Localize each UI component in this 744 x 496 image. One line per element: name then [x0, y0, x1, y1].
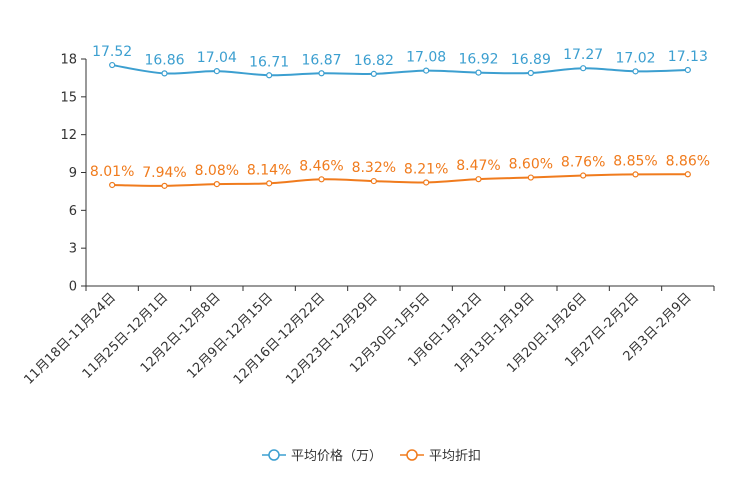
data-point[interactable] [475, 176, 482, 183]
data-label: 8.76% [561, 155, 605, 171]
data-label: 8.08% [195, 163, 239, 179]
y-tick-label: 3 [69, 242, 77, 257]
data-point[interactable] [632, 171, 639, 178]
data-label: 17.02 [615, 50, 655, 66]
data-point[interactable] [527, 69, 534, 77]
data-label: 16.86 [144, 52, 184, 68]
data-point[interactable] [109, 181, 116, 189]
data-point[interactable] [580, 172, 587, 179]
data-label: 16.89 [511, 52, 551, 68]
y-tick-label: 6 [69, 204, 77, 219]
data-label: 16.87 [301, 52, 341, 68]
data-point[interactable] [370, 70, 377, 77]
data-label: 16.82 [354, 53, 394, 69]
data-point[interactable] [266, 72, 273, 79]
data-point[interactable] [318, 70, 325, 77]
x-axis: 11月18日-11月24日11月25日-12月1日12月2日-12月8日12月9… [22, 285, 715, 388]
data-point[interactable] [318, 176, 325, 183]
data-label: 8.32% [352, 160, 396, 176]
legend-label: 平均价格（万） [291, 448, 382, 464]
legend-item-0[interactable]: 平均价格（万） [262, 448, 382, 464]
y-tick-label: 9 [69, 166, 77, 181]
data-label: 8.21% [404, 161, 448, 177]
data-label: 8.46% [299, 158, 343, 174]
series-line [112, 173, 688, 187]
y-tick-label: 18 [60, 53, 77, 68]
data-point[interactable] [684, 171, 691, 178]
series-line [112, 64, 688, 77]
series-0: 17.52 16.86 17.04 16.71 16.87 16.82 17.08 16.92… [92, 44, 708, 79]
legend-label: 平均折扣 [429, 449, 481, 464]
y-axis: 0 3 6 9 12 15 18 [60, 53, 87, 295]
data-label: 17.27 [563, 47, 603, 63]
x-tick-label: 11月18日-11月24日 [22, 290, 119, 387]
data-point[interactable] [527, 174, 534, 181]
data-point[interactable] [213, 68, 220, 75]
data-point[interactable] [632, 68, 639, 75]
data-point[interactable] [423, 67, 430, 74]
data-point[interactable] [109, 61, 116, 69]
data-label: 8.14% [247, 162, 291, 178]
data-label: 8.47% [456, 158, 500, 174]
data-label: 8.86% [666, 153, 710, 169]
legend-item-1[interactable]: 平均折扣 [400, 449, 481, 464]
data-point[interactable] [423, 179, 430, 186]
y-tick-label: 15 [60, 90, 77, 105]
data-label: 8.85% [613, 153, 657, 169]
data-label: 17.13 [668, 49, 708, 65]
data-label: 17.08 [406, 50, 446, 66]
data-label: 7.94% [142, 165, 186, 181]
data-label: 17.04 [197, 50, 237, 66]
data-point[interactable] [370, 177, 377, 185]
data-point[interactable] [475, 69, 482, 76]
y-tick-label: 0 [69, 280, 77, 295]
data-label: 17.52 [92, 44, 132, 60]
data-point[interactable] [580, 65, 587, 72]
data-label: 8.01% [90, 164, 134, 180]
data-point[interactable] [161, 70, 168, 77]
data-point[interactable] [213, 181, 220, 188]
series-layer: 17.52 16.86 17.04 16.71 16.87 16.82 17.08 16.92… [90, 44, 710, 189]
data-point[interactable] [161, 182, 168, 189]
x-tick-label: 12月16日-12月22日 [231, 290, 328, 387]
x-tick-label: 12月23日-12月29日 [283, 290, 380, 387]
data-label: 16.92 [458, 52, 498, 68]
data-label: 16.71 [249, 54, 289, 70]
series-1: 8.01% 7.94% 8.08% 8.14% 8.46% 8.32% 8.21% 8.47%… [90, 153, 710, 189]
data-point[interactable] [266, 180, 273, 187]
legend-marker-icon [406, 449, 418, 461]
legend-marker-icon [268, 449, 280, 461]
data-label: 8.60% [509, 157, 553, 173]
y-tick-label: 12 [60, 128, 77, 143]
data-point[interactable] [684, 66, 691, 74]
legend[interactable]: 平均价格（万） 平均折扣 [262, 448, 481, 464]
